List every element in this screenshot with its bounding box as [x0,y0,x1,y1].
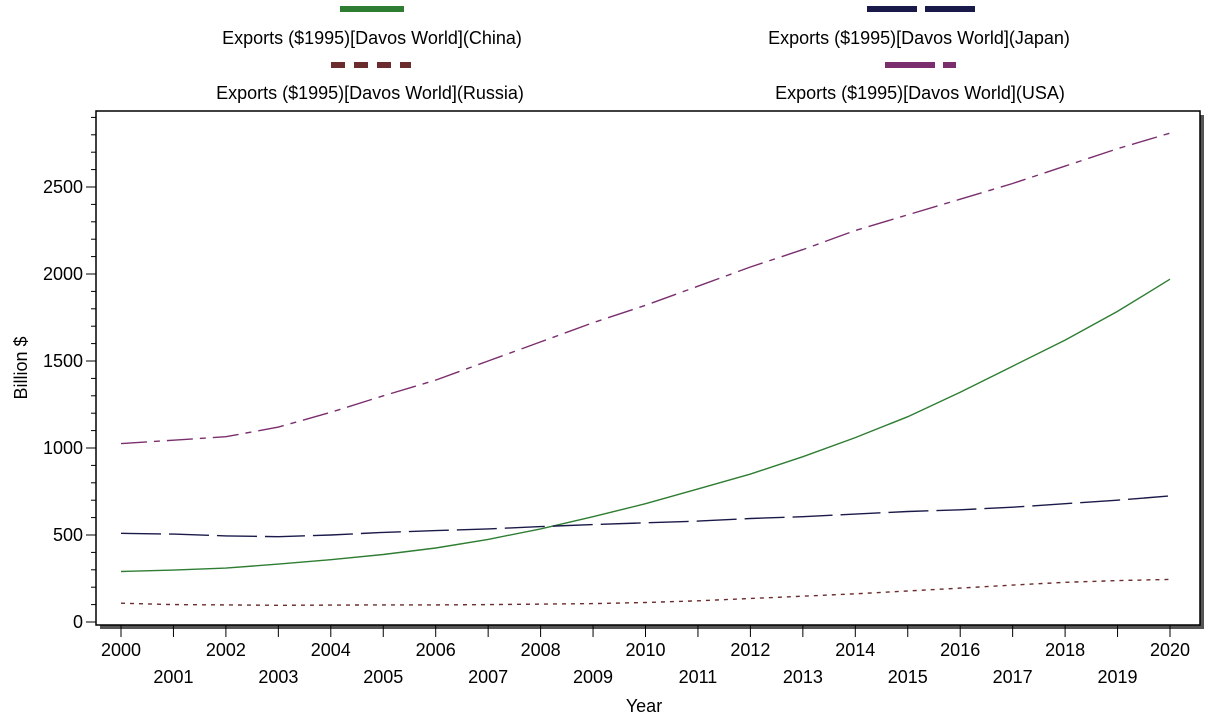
x-tick-label: 2006 [416,640,456,660]
y-axis-title: Billion $ [11,336,31,399]
y-axis: 0 500 1000 1500 2000 2500 [43,116,96,632]
legend-item-russia: Exports ($1995)[Davos World](Russia) [216,62,524,103]
y-tick-label: 1000 [43,438,83,458]
x-tick-label: 2004 [311,640,351,660]
x-tick-label: 2017 [993,667,1033,687]
legend-label-china: Exports ($1995)[Davos World](China) [222,28,522,48]
series-line-japan [120,495,1171,538]
legend-item-china: Exports ($1995)[Davos World](China) [222,6,522,48]
x-axis-title: Year [626,696,662,716]
x-tick-label: 2016 [940,640,980,660]
legend-label-russia: Exports ($1995)[Davos World](Russia) [216,83,524,103]
legend-label-usa: Exports ($1995)[Davos World](USA) [775,83,1065,103]
x-tick-label: 2007 [468,667,508,687]
x-tick-label: 2001 [153,667,193,687]
x-axis: 2000 2001 2002 2003 2004 2005 2006 2007 2008 2009… [101,625,1190,687]
y-tick-label: 2500 [43,177,83,197]
y-tick-label: 0 [73,612,83,632]
x-tick-label: 2003 [258,667,298,687]
legend: Exports ($1995)[Davos World](China) Expo… [216,6,1070,103]
x-tick-label: 2002 [206,640,246,660]
x-tick-label: 2008 [521,640,561,660]
legend-item-usa: Exports ($1995)[Davos World](USA) [775,62,1065,103]
x-tick-label: 2019 [1098,667,1138,687]
y-tick-label: 1500 [43,351,83,371]
x-tick-label: 2014 [835,640,875,660]
x-tick-label: 2013 [783,667,823,687]
x-tick-label: 2009 [573,667,613,687]
legend-label-japan: Exports ($1995)[Davos World](Japan) [768,28,1070,48]
x-tick-label: 2015 [888,667,928,687]
plot-area [95,110,1201,626]
series-line-usa [120,132,1171,445]
x-tick-label: 2012 [730,640,770,660]
x-tick-label: 2020 [1150,640,1190,660]
series-line-russia [120,578,1171,606]
series-layer [120,132,1171,606]
x-tick-label: 2000 [101,640,141,660]
x-tick-label: 2018 [1045,640,1085,660]
x-tick-label: 2005 [363,667,403,687]
x-tick-label: 2010 [625,640,665,660]
series-line-china [120,278,1171,573]
legend-item-japan: Exports ($1995)[Davos World](Japan) [768,6,1070,48]
y-tick-label: 2000 [43,264,83,284]
x-tick-label: 2011 [679,667,718,687]
y-tick-label: 500 [53,525,83,545]
